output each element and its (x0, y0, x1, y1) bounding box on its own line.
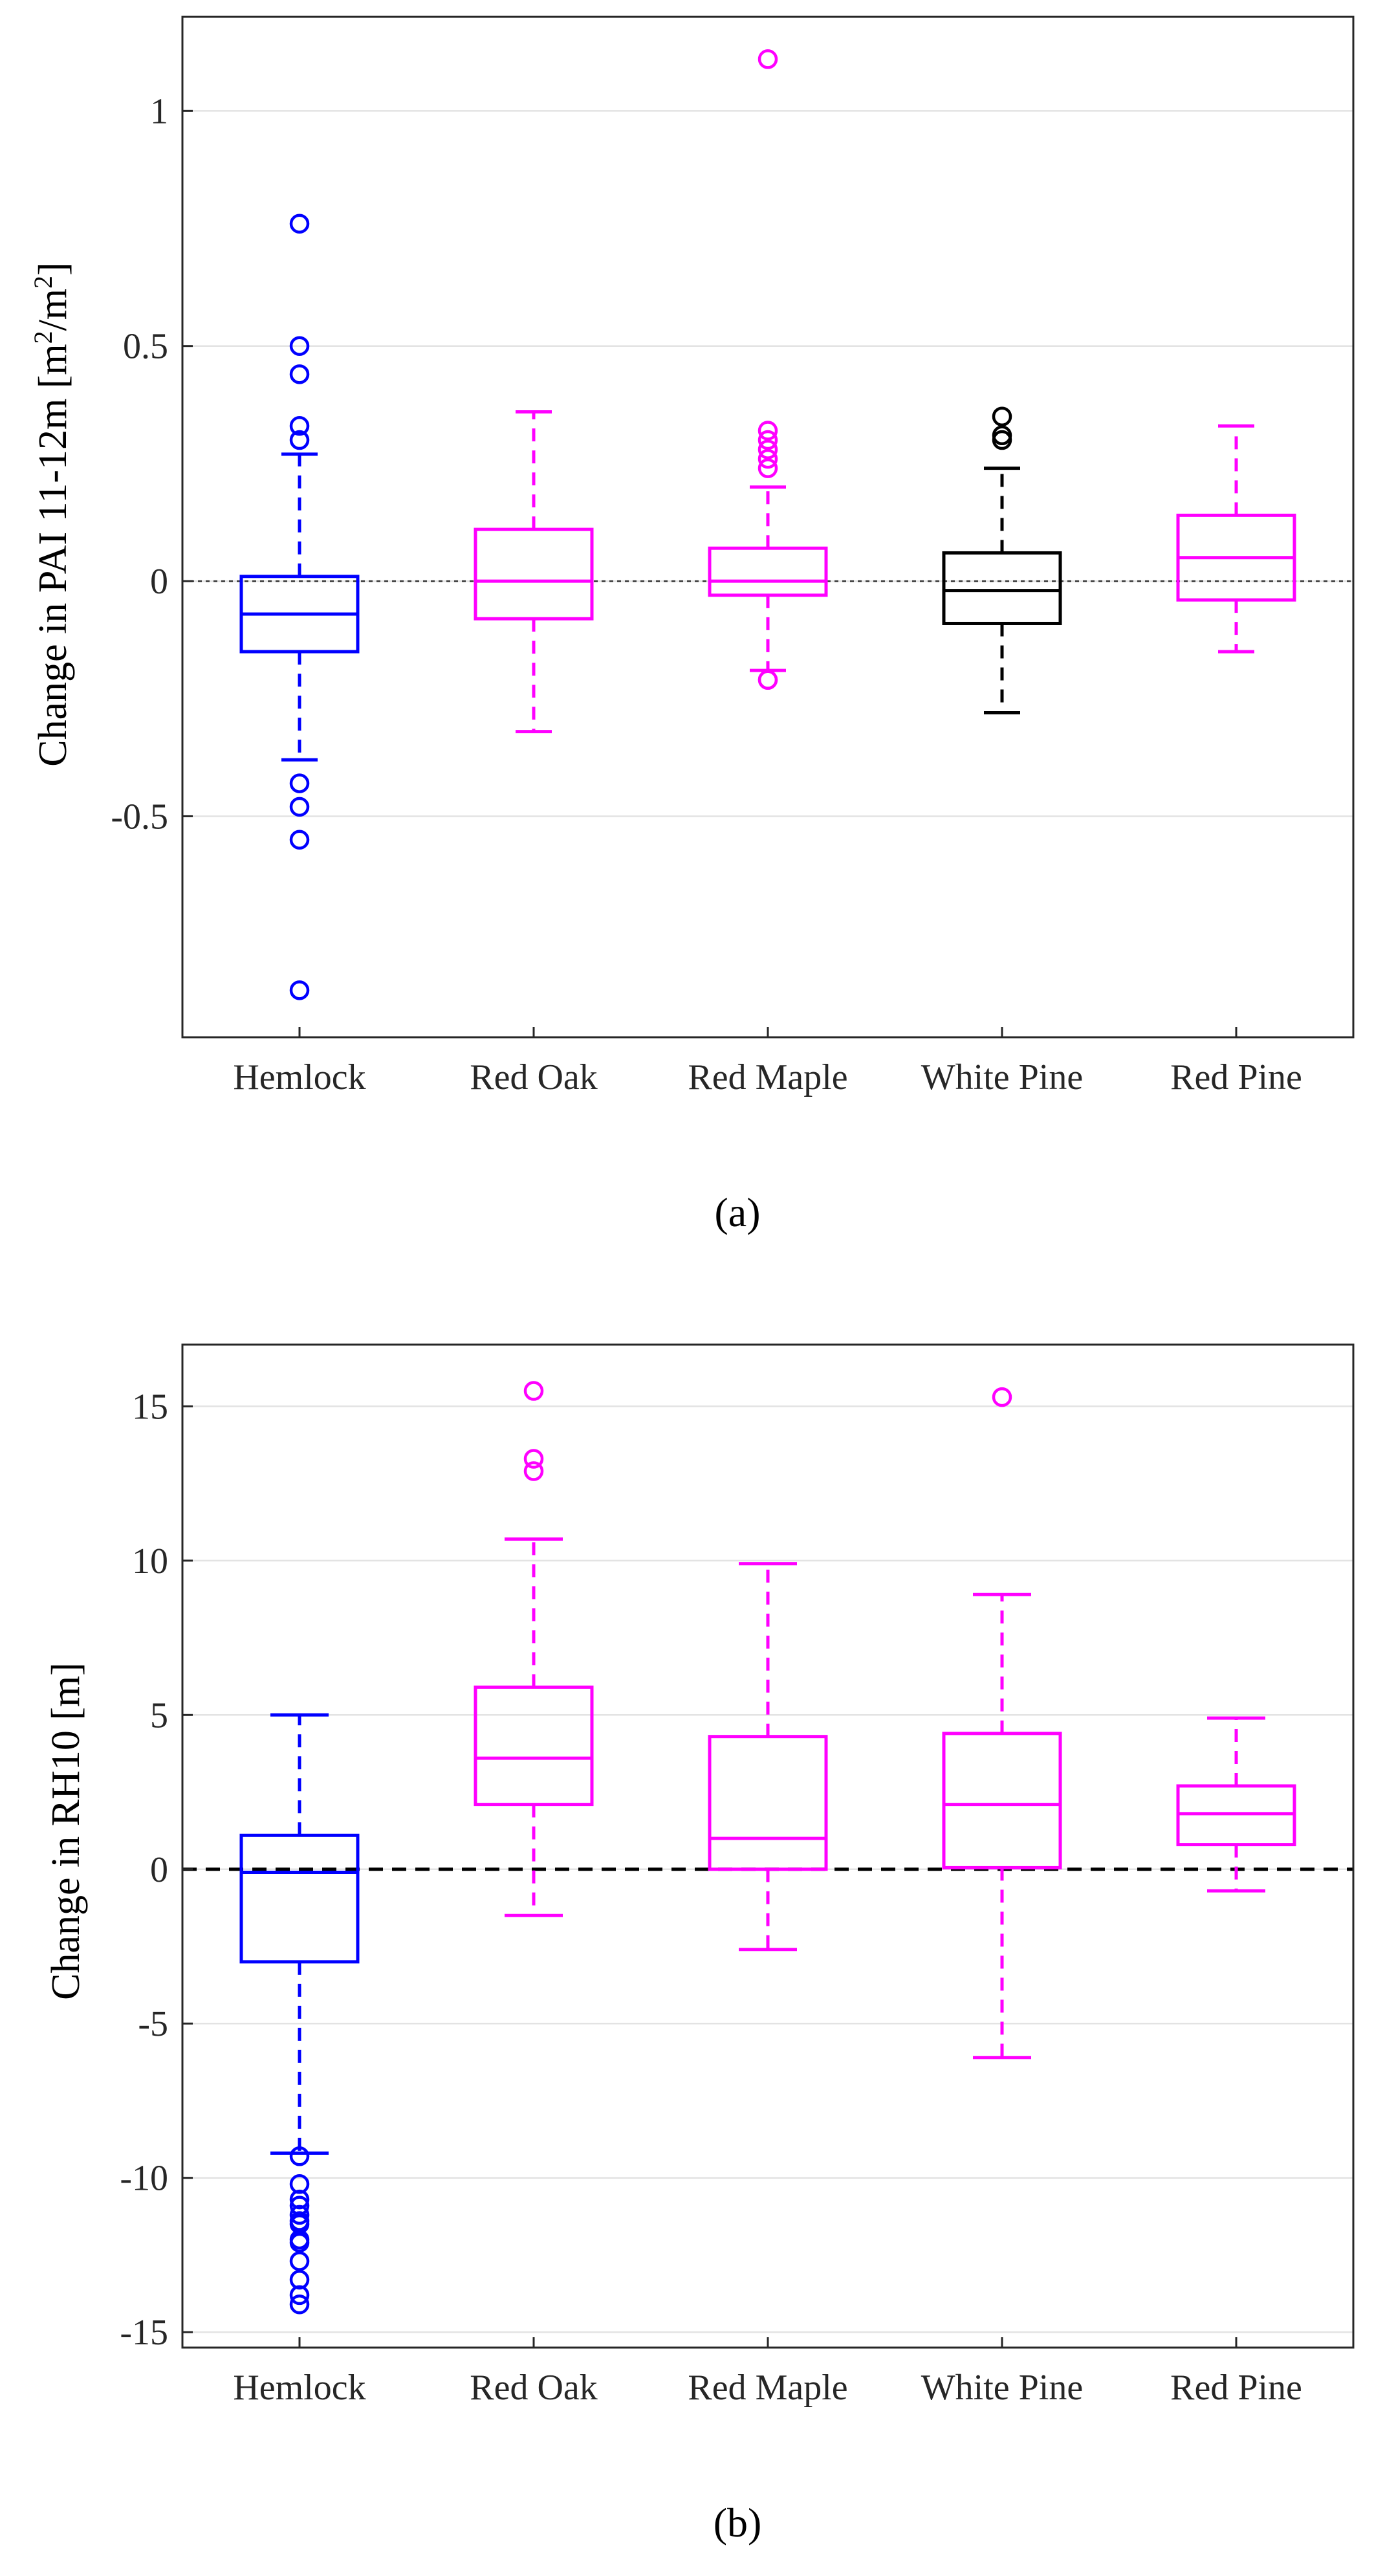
panel-a-pai-chart: -0.5 0 0.5 1 Hemlock Red Oak Red Maple White P… (28, 16, 1355, 1235)
panel-b-xtick-label-red-oak: Red Oak (470, 2368, 598, 2408)
panel-a-ylabel-mid: /m (31, 289, 75, 331)
panel-a-ylabel-main: Change in PAI 11-12m [m (31, 344, 75, 766)
panel-a-red-maple-outlier-4 (758, 448, 778, 469)
panel-a-red-maple-outlier-2 (758, 430, 778, 450)
panel-a-red-maple-outlier-1 (758, 421, 778, 441)
panel-b-white-pine-outlier-0 (992, 1387, 1012, 1407)
panel-a-hemlock-outlier-2 (289, 364, 310, 384)
panel-b-ytick-label-10: 10 (132, 1541, 168, 1581)
panel-a-ylabel-end: ] (31, 262, 75, 276)
panel-a-box-red-oak (474, 410, 594, 734)
panel-b-ytick-label-5: 5 (150, 1695, 168, 1735)
panel-a-red-maple-outlier-5 (758, 458, 778, 478)
panel-a-hemlock-outlier-3 (289, 416, 310, 436)
panel-b-xtick-label-red-pine: Red Pine (1170, 2368, 1302, 2408)
panel-a-hemlock-outlier-0 (289, 214, 310, 234)
panel-b-box-red-pine (1176, 1716, 1296, 1893)
panel-a-white-pine-outlier-2 (992, 430, 1012, 450)
panel-a-grid (182, 110, 1353, 817)
panel-a-hemlock-outlier-7 (289, 830, 310, 850)
panel-a-hemlock-outlier-6 (289, 797, 310, 817)
panel-b-ytick-label-n10: -10 (120, 2159, 168, 2199)
panel-a-xtick-label-red-maple: Red Maple (688, 1057, 847, 1097)
panel-b-caption: (b) (714, 2500, 762, 2546)
panel-b-xtick-label-red-maple: Red Maple (688, 2368, 847, 2408)
panel-a-red-oak-iqr-box (474, 527, 594, 621)
panel-b-red-oak-outlier-1 (523, 1449, 544, 1469)
panel-a-box-red-maple (708, 49, 828, 690)
panel-a-red-maple-outlier-3 (758, 439, 778, 459)
panel-a-ylabel-sup1: 2 (28, 331, 58, 344)
panel-a-hemlock-outlier-8 (289, 980, 310, 1000)
panel-b-rh10-chart: -15 -10 -5 0 5 10 15 Hemlock Red Oak Red Maple Wh… (44, 1343, 1355, 2546)
panel-b-hemlock-outlier-12 (289, 2294, 310, 2315)
panel-b-ytick-label-n5: -5 (138, 2004, 168, 2044)
panel-b-y-axis-label: Change in RH10 [m] (44, 1662, 88, 2000)
panel-b-boxes (239, 1381, 1296, 2315)
panel-b-ytick-label-15: 15 (132, 1387, 168, 1427)
panel-a-hemlock-outlier-4 (289, 430, 310, 450)
panel-a-box-red-pine (1176, 424, 1296, 654)
panel-a-red-maple-outlier-7 (758, 670, 778, 690)
panel-a-y-axis-label: Change in PAI 11-12m [m2/m2] (28, 262, 75, 766)
panel-b-hemlock-outlier-9 (289, 2251, 310, 2271)
panel-b-red-oak-outlier-0 (523, 1381, 544, 1401)
panel-a-xtick-label-red-pine: Red Pine (1170, 1057, 1302, 1097)
panel-a-box-hemlock (239, 214, 360, 1000)
panel-b-hemlock-outlier-11 (289, 2285, 310, 2306)
panel-a-caption: (a) (714, 1189, 760, 1235)
panel-a-ylabel-sup2: 2 (28, 276, 58, 289)
panel-b-xtick-label-white-pine: White Pine (921, 2368, 1083, 2408)
panel-b-box-hemlock (239, 1713, 360, 2315)
panel-b-red-oak-iqr-box (474, 1685, 594, 1807)
panel-a-x-ticks: Hemlock Red Oak Red Maple White Pine Red Pin… (233, 1027, 1302, 1097)
panel-a-xtick-label-hemlock: Hemlock (233, 1057, 365, 1097)
panel-b-box-white-pine (942, 1387, 1062, 2060)
panel-b-ytick-label-0: 0 (150, 1850, 168, 1890)
panel-a-xtick-label-red-oak: Red Oak (470, 1057, 598, 1097)
panel-b-hemlock-outlier-8 (289, 2232, 310, 2253)
panel-b-xtick-label-hemlock: Hemlock (233, 2368, 365, 2408)
panel-a-box-white-pine (942, 406, 1062, 715)
panel-b-box-red-oak (474, 1381, 594, 1917)
panel-a-ytick-label-n0p5: -0.5 (111, 797, 168, 837)
panel-a-xtick-label-white-pine: White Pine (921, 1057, 1083, 1097)
panel-a-y-ticks: -0.5 0 0.5 1 (111, 91, 193, 837)
panel-b-hemlock-outlier-0 (289, 2146, 310, 2166)
panel-b-white-pine-iqr-box (942, 1732, 1062, 1869)
panel-a-ytick-label-0p5: 0.5 (123, 327, 168, 367)
panel-b-y-ticks: -15 -10 -5 0 5 10 15 (120, 1387, 193, 2353)
panel-a-hemlock-outlier-5 (289, 773, 310, 793)
panel-a-hemlock-outlier-1 (289, 336, 310, 356)
panel-a-boxes (239, 49, 1296, 1000)
panel-b-x-ticks: Hemlock Red Oak Red Maple White Pine Red Pin… (233, 2337, 1302, 2408)
panel-a-ytick-label-0: 0 (150, 562, 168, 602)
panel-b-ytick-label-n15: -15 (120, 2313, 168, 2353)
panel-b-red-oak-outlier-2 (523, 1461, 544, 1481)
panel-a-white-pine-outlier-0 (992, 406, 1012, 426)
panel-a-red-maple-outlier-0 (758, 49, 778, 69)
panel-a-white-pine-iqr-box (942, 551, 1062, 625)
panel-b-hemlock-iqr-box (239, 1833, 360, 1964)
panel-b-hemlock-outlier-4 (289, 2205, 310, 2225)
panel-b-box-red-maple (708, 1562, 828, 1952)
panel-a-ytick-label-1: 1 (150, 91, 168, 131)
panel-a-red-maple-iqr-box (708, 546, 828, 597)
panel-b-red-maple-iqr-box (708, 1735, 828, 1871)
